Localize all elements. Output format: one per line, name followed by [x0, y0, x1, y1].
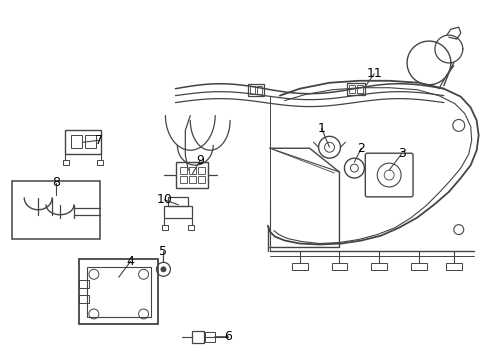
Text: 11: 11: [367, 67, 382, 80]
Text: 10: 10: [156, 193, 172, 206]
Bar: [250, 86, 255, 94]
Bar: [198, 176, 205, 183]
Bar: [165, 206, 192, 218]
Bar: [248, 84, 264, 96]
Circle shape: [161, 266, 167, 272]
Bar: [180, 167, 187, 174]
Bar: [71, 135, 82, 148]
Bar: [371, 264, 387, 270]
Text: 9: 9: [196, 154, 204, 167]
Bar: [97, 160, 103, 165]
Bar: [347, 83, 366, 95]
Bar: [85, 135, 96, 148]
Bar: [12, 181, 100, 239]
Bar: [257, 86, 262, 94]
Bar: [169, 197, 188, 206]
Bar: [180, 176, 187, 183]
Bar: [189, 176, 196, 183]
Bar: [79, 280, 89, 288]
Bar: [332, 264, 347, 270]
Bar: [411, 264, 427, 270]
Bar: [292, 264, 308, 270]
Text: 5: 5: [159, 245, 168, 258]
Bar: [349, 85, 355, 93]
Text: 3: 3: [398, 147, 406, 160]
Bar: [205, 332, 215, 342]
Bar: [189, 167, 196, 174]
Text: 7: 7: [95, 134, 103, 147]
Bar: [63, 160, 69, 165]
Bar: [446, 264, 462, 270]
Bar: [198, 167, 205, 174]
Bar: [188, 225, 195, 230]
Text: 4: 4: [127, 255, 135, 268]
Text: 6: 6: [224, 330, 232, 343]
Bar: [87, 267, 150, 317]
Bar: [192, 331, 204, 343]
Text: 1: 1: [318, 122, 325, 135]
Bar: [79, 295, 89, 303]
Bar: [79, 260, 158, 324]
Bar: [176, 162, 208, 188]
Bar: [357, 85, 363, 93]
Bar: [65, 130, 101, 154]
Text: 8: 8: [52, 176, 60, 189]
Bar: [163, 225, 169, 230]
Text: 2: 2: [357, 142, 365, 155]
